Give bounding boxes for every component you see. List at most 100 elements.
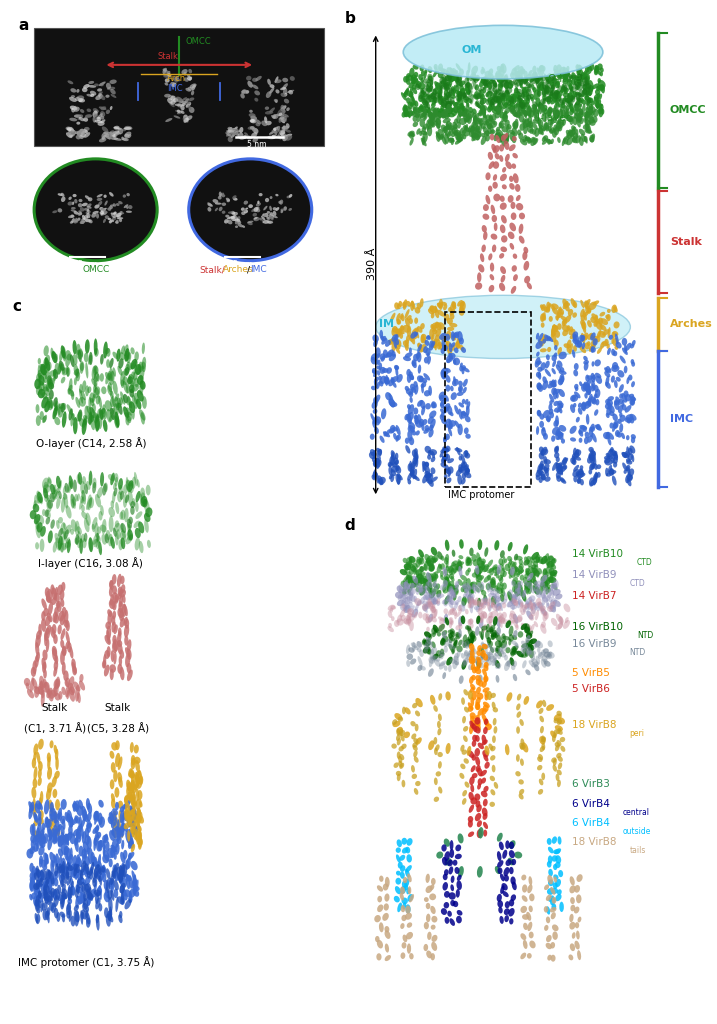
Ellipse shape xyxy=(474,568,480,575)
Ellipse shape xyxy=(553,765,557,772)
Ellipse shape xyxy=(483,658,489,663)
Ellipse shape xyxy=(568,116,571,122)
Ellipse shape xyxy=(493,174,497,181)
Ellipse shape xyxy=(280,105,287,111)
Ellipse shape xyxy=(425,462,429,467)
Ellipse shape xyxy=(515,588,521,596)
Ellipse shape xyxy=(433,585,439,594)
Text: peri: peri xyxy=(630,729,645,738)
Ellipse shape xyxy=(85,218,88,222)
Ellipse shape xyxy=(33,883,39,890)
Ellipse shape xyxy=(548,556,556,562)
Ellipse shape xyxy=(375,458,379,464)
Ellipse shape xyxy=(419,588,425,593)
Ellipse shape xyxy=(554,718,559,723)
Ellipse shape xyxy=(282,126,289,131)
Ellipse shape xyxy=(437,302,442,308)
Ellipse shape xyxy=(172,78,181,82)
Ellipse shape xyxy=(445,103,452,109)
Ellipse shape xyxy=(109,135,112,139)
Ellipse shape xyxy=(82,490,86,502)
Ellipse shape xyxy=(92,117,96,123)
Ellipse shape xyxy=(587,398,592,404)
Ellipse shape xyxy=(127,815,133,827)
Ellipse shape xyxy=(58,836,61,843)
Ellipse shape xyxy=(516,712,521,718)
Ellipse shape xyxy=(614,322,619,329)
Ellipse shape xyxy=(423,563,427,570)
Ellipse shape xyxy=(416,352,420,359)
Ellipse shape xyxy=(424,944,428,951)
Ellipse shape xyxy=(53,824,58,836)
Ellipse shape xyxy=(540,745,545,752)
Ellipse shape xyxy=(430,467,435,474)
Ellipse shape xyxy=(483,79,488,87)
Ellipse shape xyxy=(396,474,400,484)
Ellipse shape xyxy=(77,869,81,880)
Ellipse shape xyxy=(128,768,133,777)
Ellipse shape xyxy=(35,642,39,655)
Ellipse shape xyxy=(268,221,272,223)
Ellipse shape xyxy=(414,329,419,335)
Ellipse shape xyxy=(110,205,114,207)
Ellipse shape xyxy=(518,581,523,589)
Ellipse shape xyxy=(434,92,440,99)
Ellipse shape xyxy=(612,414,618,421)
Ellipse shape xyxy=(529,638,537,644)
Ellipse shape xyxy=(465,468,470,473)
Ellipse shape xyxy=(290,76,295,81)
Ellipse shape xyxy=(503,140,509,150)
Ellipse shape xyxy=(511,96,514,103)
Ellipse shape xyxy=(386,377,389,384)
Ellipse shape xyxy=(65,631,70,644)
Ellipse shape xyxy=(60,537,63,553)
Ellipse shape xyxy=(42,822,45,830)
Ellipse shape xyxy=(391,469,396,476)
Ellipse shape xyxy=(270,215,274,220)
Ellipse shape xyxy=(505,744,510,756)
Ellipse shape xyxy=(262,213,267,216)
Ellipse shape xyxy=(116,402,120,411)
Ellipse shape xyxy=(478,120,481,125)
Ellipse shape xyxy=(457,474,462,484)
Ellipse shape xyxy=(47,589,52,603)
Ellipse shape xyxy=(457,111,461,116)
Text: a: a xyxy=(19,17,29,33)
Ellipse shape xyxy=(576,74,582,82)
Ellipse shape xyxy=(131,372,135,380)
Ellipse shape xyxy=(47,612,52,623)
Ellipse shape xyxy=(521,623,526,628)
Ellipse shape xyxy=(556,119,561,125)
Ellipse shape xyxy=(619,423,623,432)
Ellipse shape xyxy=(482,67,485,74)
Ellipse shape xyxy=(71,390,75,400)
Ellipse shape xyxy=(371,353,377,360)
Ellipse shape xyxy=(435,744,440,751)
Ellipse shape xyxy=(453,357,460,366)
Ellipse shape xyxy=(412,774,417,779)
Ellipse shape xyxy=(432,113,437,122)
Ellipse shape xyxy=(242,225,245,227)
Ellipse shape xyxy=(59,866,64,873)
Ellipse shape xyxy=(57,808,62,819)
Ellipse shape xyxy=(446,419,451,424)
Ellipse shape xyxy=(113,635,117,645)
Ellipse shape xyxy=(125,354,128,361)
Ellipse shape xyxy=(443,97,450,104)
Ellipse shape xyxy=(411,301,415,309)
Ellipse shape xyxy=(557,779,561,787)
Ellipse shape xyxy=(137,375,143,385)
Ellipse shape xyxy=(500,79,503,84)
Ellipse shape xyxy=(65,677,70,687)
Ellipse shape xyxy=(433,554,439,562)
Ellipse shape xyxy=(62,367,65,374)
Ellipse shape xyxy=(123,407,129,418)
Ellipse shape xyxy=(505,79,513,84)
Ellipse shape xyxy=(472,667,477,674)
Ellipse shape xyxy=(547,139,551,144)
Ellipse shape xyxy=(440,463,446,468)
Ellipse shape xyxy=(589,446,594,453)
Ellipse shape xyxy=(401,326,404,331)
Ellipse shape xyxy=(123,484,128,494)
Ellipse shape xyxy=(396,466,402,474)
